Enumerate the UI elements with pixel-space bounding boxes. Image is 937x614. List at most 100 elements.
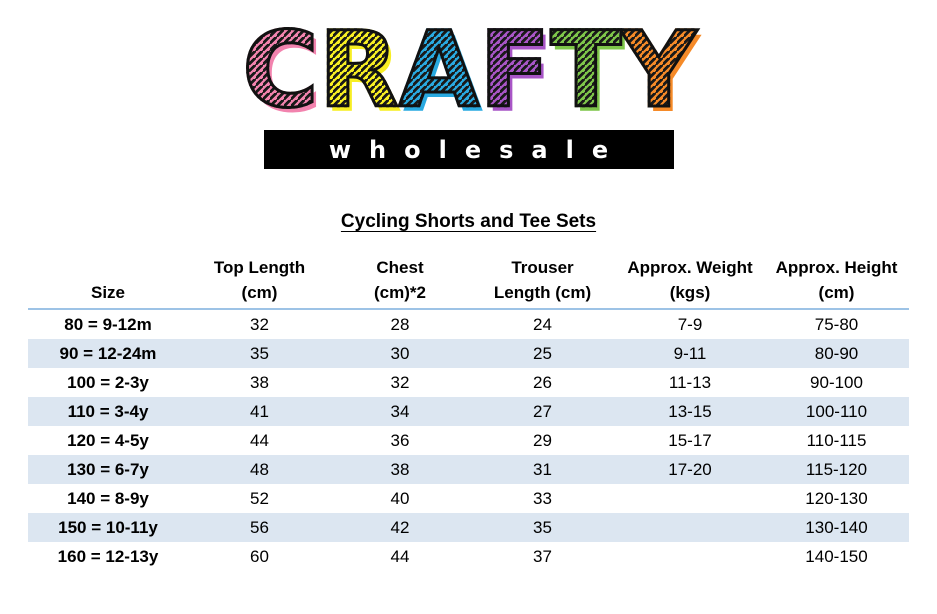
logo-letter-r-shadow: R (323, 23, 403, 127)
cell-top-length: 60 (250, 547, 269, 566)
cell-approx-weight (616, 513, 764, 542)
column-header-approx-weight: Approx. Weight (kgs) (616, 255, 764, 310)
cell-trouser-length: 25 (469, 339, 616, 368)
logo-letter-t: T T (549, 17, 625, 128)
cell-approx-height: 90-100 (810, 373, 863, 392)
table-row: 110 = 3-4y 41 34 27 13-15 100-110 (28, 397, 909, 426)
logo-letter-y: Y Y (620, 17, 701, 128)
cell-trouser-length: 29 (533, 431, 552, 450)
cell-top-length: 48 (188, 455, 331, 484)
table-header-row: Size Top Length (cm) Chest (cm)*2 Trouse… (28, 255, 909, 310)
cell-top-length: 56 (188, 513, 331, 542)
logo-letter-c: C C (241, 17, 323, 128)
column-header-chest-line2: (cm)*2 (374, 283, 426, 302)
cell-approx-height: 80-90 (764, 339, 909, 368)
logo-letter-c-shadow: C (246, 23, 322, 127)
logo-letter-f: F F (478, 17, 555, 128)
cell-chest: 42 (331, 513, 469, 542)
cell-approx-weight: 13-15 (616, 397, 764, 426)
cell-size: 110 = 3-4y (28, 397, 188, 426)
cell-trouser-length: 37 (533, 547, 552, 566)
cell-trouser-length: 35 (469, 513, 616, 542)
column-header-chest: Chest (cm)*2 (331, 255, 469, 310)
cell-trouser-length: 26 (533, 373, 552, 392)
cell-chest: 38 (331, 455, 469, 484)
cell-top-length: 44 (250, 431, 269, 450)
cell-approx-height: 100-110 (764, 397, 909, 426)
table-header: Size Top Length (cm) Chest (cm)*2 Trouse… (28, 255, 909, 310)
cell-size: 150 = 10-11y (28, 513, 188, 542)
cell-size: 160 = 12-13y (57, 547, 159, 566)
table-row: 80 = 9-12m 32 28 24 7-9 75-80 (28, 309, 909, 339)
cell-top-length: 41 (188, 397, 331, 426)
page-title: Cycling Shorts and Tee Sets (340, 211, 597, 232)
cell-top-length: 32 (250, 315, 269, 334)
cell-chest: 28 (390, 315, 410, 334)
column-header-approx-height-line2: (cm) (818, 283, 855, 302)
logo-letter-a-face: A (397, 9, 480, 131)
logo-letter-a: A A (397, 17, 483, 128)
cell-approx-weight: 15-17 (668, 431, 712, 450)
cell-chest: 30 (331, 339, 469, 368)
cell-chest: 32 (390, 373, 410, 392)
table-row: 130 = 6-7y 48 38 31 17-20 115-120 (28, 455, 909, 484)
table-row: 100 = 2-3y 38 32 26 11-13 90-100 (28, 368, 909, 397)
table-row: 90 = 12-24m 35 30 25 9-11 80-90 (28, 339, 909, 368)
logo-wordmark: C C R R A A F F T T Y Y (241, 14, 701, 128)
cell-top-length: 35 (188, 339, 331, 368)
cell-size: 130 = 6-7y (28, 455, 188, 484)
column-header-trouser-length-line2: Length (cm) (493, 283, 592, 302)
column-header-approx-height-line1: Approx. Height (775, 258, 898, 277)
logo-letter-f-face: F (478, 9, 552, 131)
cell-trouser-length: 31 (469, 455, 616, 484)
cell-approx-height: 140-150 (805, 547, 868, 566)
cell-size: 120 = 4-5y (67, 431, 149, 450)
cell-size: 140 = 8-9y (67, 489, 149, 508)
cell-trouser-length: 24 (533, 315, 552, 334)
size-chart-table: Size Top Length (cm) Chest (cm)*2 Trouse… (28, 255, 909, 571)
column-header-top-length: Top Length (cm) (188, 255, 331, 310)
cell-approx-weight: 7-9 (677, 315, 703, 334)
logo-letter-r-face: R (317, 9, 400, 131)
logo-letter-f-shadow: F (483, 23, 554, 127)
logo-letter-r: R R (317, 17, 403, 128)
cell-size: 80 = 9-12m (64, 315, 152, 334)
logo-letter-y-shadow: Y (625, 23, 700, 127)
table-row: 160 = 12-13y 60 44 37 140-150 (28, 542, 909, 571)
cell-chest: 36 (390, 431, 410, 450)
cell-approx-weight: 9-11 (616, 339, 764, 368)
table-row: 120 = 4-5y 44 36 29 15-17 110-115 (28, 426, 909, 455)
brand-logo: C C R R A A F F T T Y Y wholesale (0, 0, 937, 169)
column-header-approx-weight-line1: Approx. Weight (627, 258, 753, 277)
column-header-trouser-length-line1: Trouser (511, 258, 574, 277)
table-row: 140 = 8-9y 52 40 33 120-130 (28, 484, 909, 513)
logo-banner: wholesale (263, 130, 674, 169)
cell-approx-height: 115-120 (764, 455, 909, 484)
cell-trouser-length: 27 (469, 397, 616, 426)
cell-approx-height: 75-80 (814, 315, 859, 334)
column-header-approx-weight-line2: (kgs) (669, 283, 711, 302)
table-body: 80 = 9-12m 32 28 24 7-9 75-80 90 = 12-24… (28, 309, 909, 571)
cell-size: 90 = 12-24m (28, 339, 188, 368)
table-row: 150 = 10-11y 56 42 35 130-140 (28, 513, 909, 542)
logo-letter-a-shadow: A (403, 23, 483, 127)
column-header-approx-height: Approx. Height (cm) (764, 255, 909, 310)
cell-chest: 34 (331, 397, 469, 426)
logo-letter-c-face: C (241, 9, 320, 131)
column-header-trouser-length: Trouser Length (cm) (469, 255, 616, 310)
column-header-size: Size (28, 255, 188, 310)
cell-approx-height: 120-130 (805, 489, 868, 508)
cell-top-length: 52 (250, 489, 269, 508)
logo-letter-t-shadow: T (554, 23, 625, 127)
cell-approx-height: 130-140 (764, 513, 909, 542)
column-header-top-length-line1: Top Length (213, 258, 306, 277)
logo-letter-y-face: Y (620, 9, 698, 131)
column-header-top-length-line2: (cm) (241, 283, 278, 302)
cell-approx-weight (616, 484, 764, 513)
cell-approx-weight: 17-20 (616, 455, 764, 484)
logo-letter-t-face: T (549, 9, 623, 131)
column-header-chest-line1: Chest (376, 258, 424, 277)
cell-approx-weight (616, 542, 764, 571)
cell-trouser-length: 33 (533, 489, 552, 508)
cell-chest: 44 (390, 547, 410, 566)
